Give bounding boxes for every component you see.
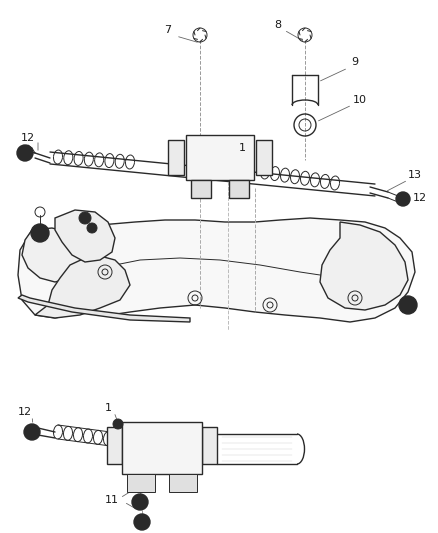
Circle shape [134,514,150,530]
Circle shape [87,223,97,233]
Circle shape [79,212,91,224]
Polygon shape [107,427,122,464]
Text: 12: 12 [413,193,427,203]
Text: 1: 1 [105,403,112,413]
Text: 8: 8 [275,20,282,30]
Circle shape [113,419,123,429]
Polygon shape [18,218,415,322]
Polygon shape [18,295,190,322]
Bar [122,422,202,474]
Polygon shape [168,140,184,175]
Polygon shape [202,427,217,464]
Polygon shape [191,180,211,198]
Bar [186,135,254,180]
Text: 13: 13 [408,170,422,180]
Polygon shape [256,140,272,175]
Polygon shape [35,256,130,318]
Text: 12: 12 [21,133,35,143]
Text: 10: 10 [353,95,367,105]
Circle shape [24,424,40,440]
Bar [169,474,197,492]
Polygon shape [229,180,249,198]
Bar [127,474,155,492]
Polygon shape [320,222,408,310]
Circle shape [132,494,148,510]
Text: 9: 9 [351,57,359,67]
Circle shape [396,192,410,206]
Circle shape [17,145,33,161]
Circle shape [31,224,49,242]
Text: 11: 11 [105,495,119,505]
Polygon shape [55,210,115,262]
Text: 1: 1 [239,143,246,153]
Text: 12: 12 [18,407,32,417]
Polygon shape [22,228,85,282]
Circle shape [399,296,417,314]
Text: 7: 7 [164,25,172,35]
